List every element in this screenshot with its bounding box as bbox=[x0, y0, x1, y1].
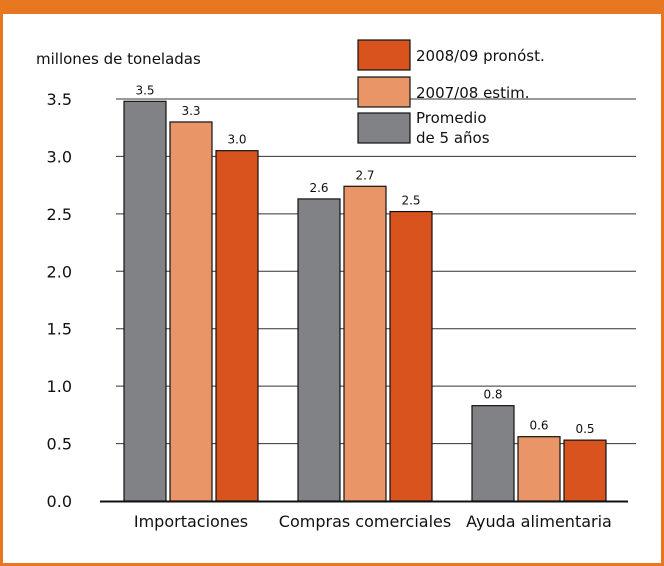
bar-value-label: 2.7 bbox=[355, 168, 374, 182]
y-tick-label: 2.5 bbox=[47, 205, 72, 224]
y-tick-label: 1.0 bbox=[47, 377, 72, 396]
x-tick-label: Ayuda alimentaria bbox=[466, 512, 612, 531]
bar-value-label: 0.5 bbox=[575, 422, 594, 436]
legend-label: de 5 años bbox=[416, 129, 490, 147]
y-axis-label: millones de toneladas bbox=[36, 50, 201, 68]
bar bbox=[215, 150, 259, 502]
legend-label: Promedio bbox=[416, 109, 487, 127]
legend-swatch bbox=[357, 39, 411, 71]
bar-value-label: 0.8 bbox=[483, 388, 502, 402]
y-tick-label: 0.5 bbox=[47, 435, 72, 454]
x-tick-labels: Importaciones Compras comerciales Ayuda al… bbox=[134, 512, 612, 531]
y-tick-labels: 0.0 0.5 1.0 1.5 2.0 2.5 3.0 3.5 bbox=[47, 90, 72, 511]
bar bbox=[297, 198, 341, 502]
bar-value-labels: 3.5 3.3 3.0 2.6 2.7 2.5 0.8 0.6 0.5 bbox=[135, 83, 594, 436]
bar bbox=[343, 185, 387, 502]
bar bbox=[169, 121, 213, 502]
legend-label: 2007/08 estim. bbox=[416, 84, 530, 102]
legend-label: 2008/09 pronóst. bbox=[416, 47, 545, 65]
bar bbox=[123, 100, 167, 502]
bar-value-label: 3.0 bbox=[227, 133, 246, 147]
bar bbox=[563, 439, 607, 502]
bar bbox=[471, 405, 515, 502]
bar bbox=[389, 210, 433, 502]
y-tick-label: 2.0 bbox=[47, 262, 72, 281]
header-bar bbox=[0, 0, 664, 14]
bar-value-label: 2.5 bbox=[401, 194, 420, 208]
y-tick-label: 1.5 bbox=[47, 320, 72, 339]
legend-swatch bbox=[357, 76, 411, 108]
y-tick-label: 3.5 bbox=[47, 90, 72, 109]
bar-value-label: 3.3 bbox=[181, 104, 200, 118]
legend: 2008/09 pronóst. 2007/08 estim. Promedio de… bbox=[357, 39, 545, 147]
y-tick-label: 3.0 bbox=[47, 147, 72, 166]
bar-value-label: 0.6 bbox=[529, 419, 548, 433]
y-tick-label: 0.0 bbox=[47, 492, 72, 511]
bar-value-label: 3.5 bbox=[135, 83, 154, 97]
x-tick-label: Compras comerciales bbox=[279, 512, 451, 531]
bars bbox=[123, 100, 607, 502]
x-tick-label: Importaciones bbox=[134, 512, 248, 531]
legend-swatch bbox=[357, 112, 411, 144]
bar-value-label: 2.6 bbox=[309, 181, 328, 195]
bar bbox=[517, 436, 561, 502]
